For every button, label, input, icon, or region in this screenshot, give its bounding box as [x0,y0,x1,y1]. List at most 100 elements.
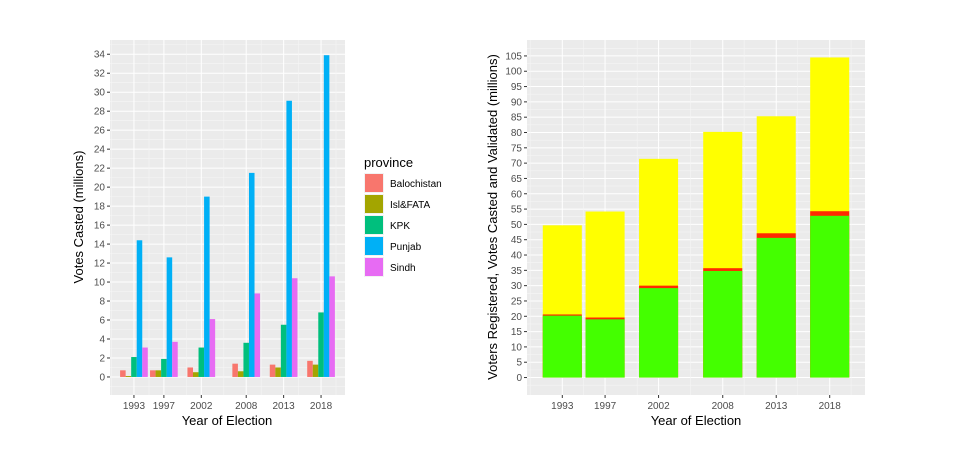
legend-swatch-0 [365,174,383,192]
y-tick-label: 55 [511,205,523,216]
bar-layer2-2002 [639,288,679,378]
bar-sindh-1997 [172,341,178,377]
y-tick-label: 24 [94,145,106,156]
x-tick-label: 1997 [153,401,176,412]
bar-punjab-2002 [204,196,210,377]
bar-layer2-1993 [542,315,582,378]
legend-label-0: Balochistan [390,179,442,190]
y-tick-label: 10 [94,278,106,289]
bar-balochistan-2008 [232,363,238,377]
bar-kpk-2013 [280,324,287,377]
bar-balochistan-2002 [187,367,193,377]
y-tick-label: 28 [94,107,106,118]
bar-kpk-1997 [161,358,167,377]
x-tick-label: 1993 [123,401,146,412]
legend-label-4: Sindh [390,263,416,274]
x-tick-label: 2002 [647,401,670,412]
y-tick-label: 4 [99,334,105,345]
bar-punjab-2018 [323,55,330,377]
y-tick-label: 2 [99,353,105,364]
y-tick-label: 18 [94,202,106,213]
x-tick-label: 2008 [712,401,735,412]
y-tick-label: 0 [516,373,522,384]
y-tick-label: 14 [94,240,106,251]
y-tick-label: 5 [516,358,522,369]
legend-title: province [364,155,413,170]
y-tick-label: 6 [99,316,105,327]
bar-isl-fata-1997 [155,370,162,377]
y-tick-label: 25 [511,296,523,307]
bar-isl-fata-2018 [312,364,319,377]
bar-punjab-1997 [166,257,173,377]
bar-layer2-2008 [703,270,743,378]
bar-layer2-2018 [810,215,850,378]
bar-balochistan-2013 [269,364,276,377]
y-tick-label: 80 [511,128,523,139]
x-tick-label: 2008 [235,401,258,412]
x-tick-label: 1993 [551,401,574,412]
bar-kpk-2002 [198,347,205,377]
bar-isl-fata-2002 [192,372,199,377]
y-tick-label: 16 [94,221,106,232]
bar-isl-fata-1993 [125,376,132,377]
bar-balochistan-1993 [120,370,126,377]
y-tick-label: 35 [511,266,523,277]
y-tick-label: 20 [511,312,523,323]
y-tick-label: 105 [505,51,522,62]
y-tick-label: 75 [511,143,523,154]
x-tick-label: 2013 [273,401,296,412]
legend-label-2: KPK [390,221,410,232]
bar-sindh-2002 [209,319,216,377]
y-tick-label: 85 [511,113,523,124]
x-tick-label: 1997 [594,401,617,412]
y-tick-label: 10 [511,342,523,353]
bar-kpk-1993 [131,357,137,377]
bar-sindh-2008 [254,293,261,377]
legend-label-3: Punjab [390,242,422,253]
y-tick-label: 40 [511,251,523,262]
y-tick-label: 70 [511,159,523,170]
x-tick-label: 2002 [190,401,213,412]
y-tick-label: 30 [511,281,523,292]
bar-sindh-2018 [329,276,335,377]
bar-punjab-2008 [248,172,255,377]
bar-sindh-2013 [291,278,298,377]
x-axis-label-right: Year of Election [651,413,742,428]
x-tick-label: 2013 [765,401,788,412]
y-tick-label: 34 [94,50,106,61]
plot-panel [110,40,345,395]
y-tick-label: 8 [99,297,105,308]
bar-punjab-1993 [136,240,143,377]
legend-swatch-1 [365,195,383,213]
bar-punjab-2013 [286,100,292,377]
legend-swatch-3 [365,237,383,255]
bar-kpk-2008 [243,342,249,377]
stacked-bar-chart: 0 5 10 15 20 25 30 35 40 45 50 55 60 65 70 75 80 85 90 95 10… [505,40,865,412]
y-tick-label: 20 [94,183,106,194]
y-axis-label-right: Voters Registered, Votes Casted and Vali… [485,54,500,380]
x-tick-label: 2018 [310,401,333,412]
y-tick-label: 12 [94,259,106,270]
y-tick-label: 32 [94,69,106,80]
bar-sindh-1993 [142,347,148,377]
x-tick-label: 2018 [819,401,842,412]
bar-layer2-1997 [585,319,625,378]
y-tick-label: 100 [505,67,522,78]
y-tick-label: 0 [99,372,105,383]
y-tick-label: 26 [94,126,106,137]
x-axis-label-left: Year of Election [182,413,273,428]
bar-balochistan-1997 [150,370,156,377]
y-tick-label: 95 [511,82,523,93]
y-tick-label: 65 [511,174,523,185]
legend-swatch-2 [365,216,383,234]
legend: Balochistan Isl&FATA KPK Punjab Sindh [364,173,442,277]
y-tick-label: 30 [94,88,106,99]
legend-swatch-4 [365,258,383,276]
plot-panel [527,40,865,395]
y-tick-label: 50 [511,220,523,231]
y-tick-label: 90 [511,97,523,108]
bar-balochistan-2018 [307,360,313,377]
y-tick-label: 22 [94,164,106,175]
y-tick-label: 60 [511,189,523,200]
